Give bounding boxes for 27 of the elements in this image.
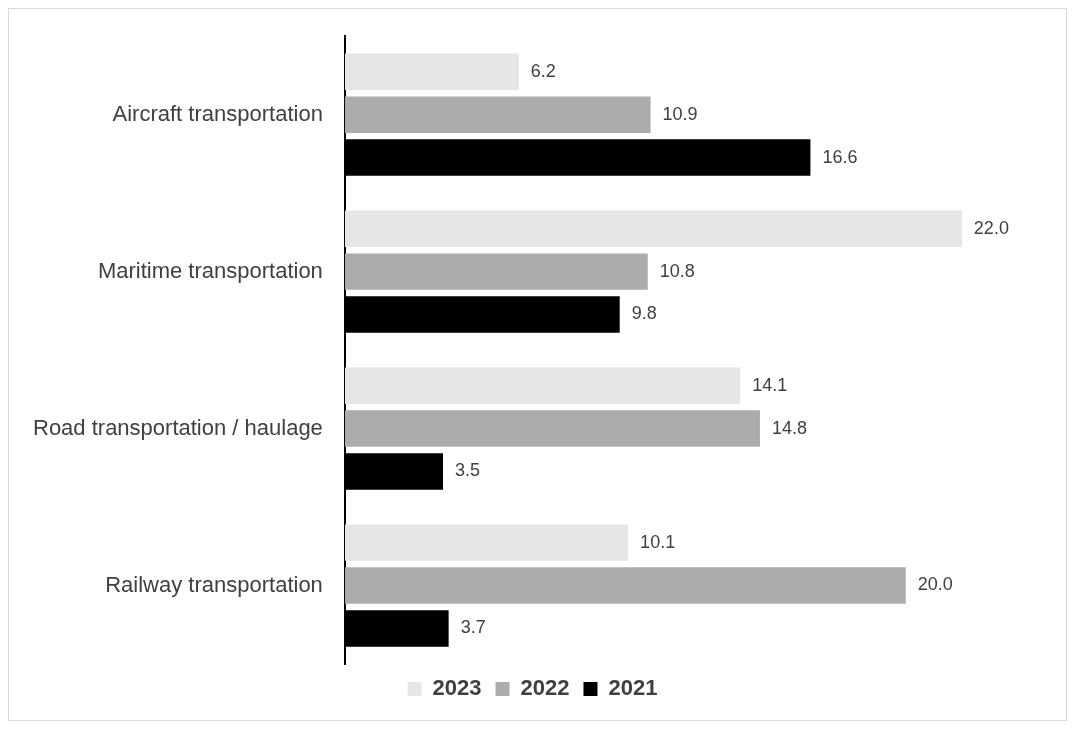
data-label: 3.7	[460, 617, 486, 638]
data-label: 14.8	[771, 417, 807, 438]
data-label: 20.0	[917, 574, 953, 595]
data-label: 10.8	[659, 260, 695, 281]
bar	[344, 253, 648, 290]
data-label: 10.9	[662, 103, 698, 124]
y-tick-label: Road transportation / haulage	[32, 414, 323, 440]
bar	[344, 53, 519, 91]
data-label: 6.2	[530, 60, 556, 81]
bar	[344, 524, 629, 561]
bar	[344, 367, 741, 404]
legend-label: 2022	[520, 675, 570, 701]
data-label: 9.8	[631, 303, 657, 324]
bar	[344, 96, 651, 133]
data-label: 3.5	[455, 460, 481, 481]
y-tick-label: Maritime transportation	[97, 257, 323, 283]
legend-label: 2023	[432, 675, 482, 701]
data-label: 16.6	[822, 146, 858, 167]
y-tick-label: Railway transportation	[105, 571, 323, 597]
data-label: 10.1	[640, 531, 676, 552]
y-tick-label: Aircraft transportation	[112, 100, 323, 126]
data-label: 22.0	[973, 217, 1009, 238]
data-label: 14.1	[752, 374, 788, 395]
bar	[344, 410, 760, 447]
bar	[344, 210, 962, 247]
legend-label: 2021	[608, 675, 658, 701]
bar	[344, 567, 906, 604]
